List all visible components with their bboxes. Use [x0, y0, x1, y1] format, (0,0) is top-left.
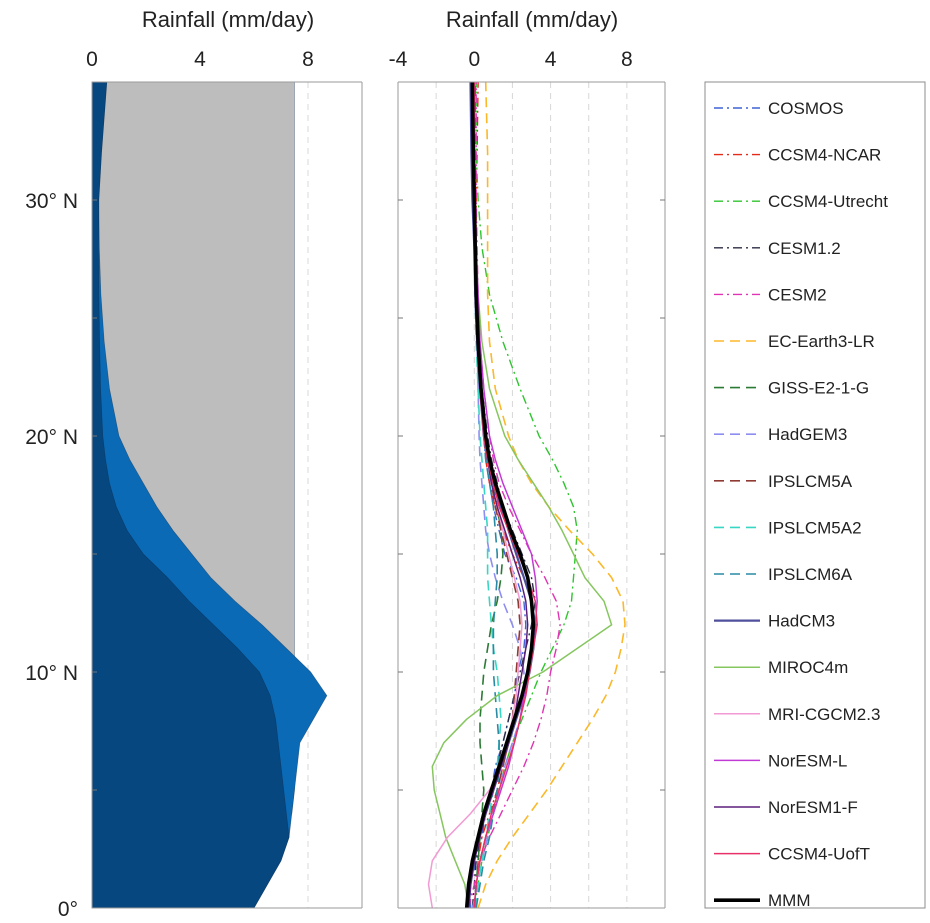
legend-label: MIROC4m [768, 658, 848, 677]
legend-entry: MMM [714, 891, 810, 910]
series-line-ccsm4-uoft [473, 82, 538, 909]
series-line-ec-earth3-lr [477, 81, 626, 909]
legend-entry: CCSM4-NCAR [714, 146, 881, 165]
left-y-tick-label: 0° [58, 898, 78, 921]
left-x-tick-label: 4 [194, 48, 206, 71]
legend-label: CESM1.2 [768, 239, 841, 258]
legend-label: HadCM3 [768, 612, 835, 631]
left-x-tick-label: 8 [302, 48, 314, 71]
left-x-axis-label: Rainfall (mm/day) [142, 7, 314, 32]
left-y-tick-label: 10° N [25, 662, 78, 685]
legend-entry: MRI-CGCM2.3 [714, 705, 880, 724]
legend-label: CESM2 [768, 285, 827, 304]
legend-entry: HadCM3 [714, 612, 835, 631]
left-x-tick-label: 0 [86, 48, 98, 71]
right-x-tick-label: 4 [545, 48, 557, 71]
legend-entry: IPSLCM6A [714, 565, 853, 584]
legend-entry: IPSLCM5A [714, 472, 853, 491]
legend-label: MMM [768, 891, 810, 910]
legend-entry: CESM1.2 [714, 239, 841, 258]
legend-label: IPSLCM5A2 [768, 518, 862, 537]
legend-entry: COSMOS [714, 99, 844, 118]
series-line-ccsm4-ncar [475, 81, 536, 908]
left-panel: Rainfall (mm/day) 0 4 8 0° 10° N 20° N 30° N [25, 7, 363, 921]
legend-entry: CESM2 [714, 285, 827, 304]
right-axes-frame [397, 81, 666, 909]
legend-entry: EC-Earth3-LR [714, 332, 875, 351]
right-lines [427, 81, 626, 909]
legend-label: NorESM1-F [768, 798, 858, 817]
legend-entry: NorESM-L [714, 751, 847, 770]
series-line-mmm [464, 81, 536, 909]
legend-label: NorESM-L [768, 751, 847, 770]
left-areas [91, 81, 328, 909]
right-x-tick-label: 8 [621, 48, 633, 71]
legend-label: MRI-CGCM2.3 [768, 705, 880, 724]
right-grid [435, 82, 628, 908]
right-x-tick-label: -4 [389, 48, 408, 71]
right-x-axis-label: Rainfall (mm/day) [446, 7, 618, 32]
right-x-tick-label: 0 [468, 48, 480, 71]
legend-entry: MIROC4m [714, 658, 848, 677]
legend-box [704, 81, 926, 909]
legend-label: HadGEM3 [768, 425, 847, 444]
legend-label: GISS-E2-1-G [768, 379, 869, 398]
left-y-tick-label: 20° N [25, 426, 78, 449]
legend-label: CCSM4-NCAR [768, 146, 881, 165]
series-line-miroc4m [431, 82, 613, 909]
legend-entry: HadGEM3 [714, 425, 847, 444]
left-y-tick-label: 30° N [25, 190, 78, 213]
legend-label: IPSLCM6A [768, 565, 853, 584]
legend-entry: IPSLCM5A2 [714, 518, 862, 537]
right-x-ticks: -4 0 4 8 [389, 48, 633, 71]
left-area-1 [91, 81, 290, 909]
series-line-noresm-l [473, 82, 538, 909]
legend-label: COSMOS [768, 99, 844, 118]
legend-label: IPSLCM5A [768, 472, 853, 491]
legend-entry: CCSM4-Utrecht [714, 192, 888, 211]
series-line-ccsm4-utrecht [473, 82, 578, 909]
left-x-ticks: 0 4 8 [86, 48, 314, 71]
legend-entry: GISS-E2-1-G [714, 379, 869, 398]
legend-entry: NorESM1-F [714, 798, 858, 817]
legend-entry: CCSM4-UofT [714, 845, 870, 864]
legend-label: EC-Earth3-LR [768, 332, 875, 351]
series-line-cesm1-2 [471, 81, 536, 909]
legend: COSMOS CCSM4-NCAR CCSM4-Utrecht CESM1.2 CESM… [704, 81, 926, 910]
right-panel: Rainfall (mm/day) -4 0 4 8 [389, 7, 666, 909]
left-axes-frame [91, 81, 363, 909]
legend-label: CCSM4-UofT [768, 845, 870, 864]
legend-label: CCSM4-Utrecht [768, 192, 888, 211]
left-y-ticks: 0° 10° N 20° N 30° N [25, 190, 78, 921]
series-line-hadgem3 [471, 82, 525, 909]
